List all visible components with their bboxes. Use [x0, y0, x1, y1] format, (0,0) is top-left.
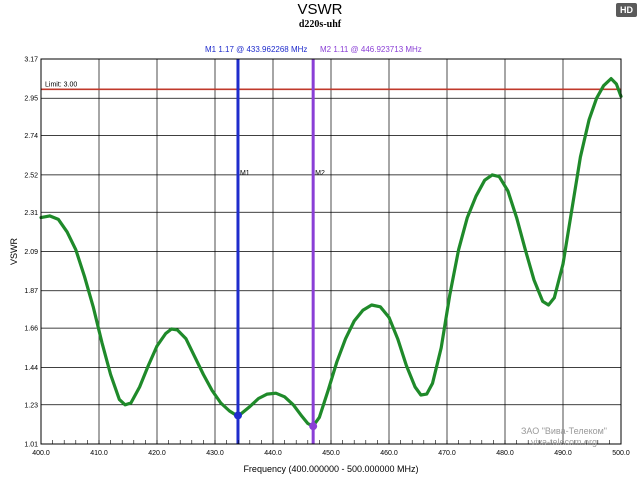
watermark: ЗАО "Вива-Телеком" viva-telecom.org	[504, 426, 624, 448]
x-tick-label: 440.0	[264, 450, 282, 457]
y-tick-label: 2.09	[24, 249, 38, 256]
watermark-company: ЗАО "Вива-Телеком"	[520, 426, 608, 436]
x-axis-label: Frequency (400.000000 - 500.000000 MHz)	[243, 464, 418, 474]
chart-subtitle: d220s-uhf	[298, 19, 342, 30]
limit-label: Limit: 3.00	[45, 81, 77, 88]
x-tick-label: 450.0	[322, 450, 340, 457]
tick-layer: 400.0 410.0 420.0 430.0 440.0 450.0 460.0 470.0…	[24, 57, 629, 458]
y-tick-label: 1.23	[24, 402, 38, 409]
y-axis-label: VSWR	[9, 237, 19, 265]
y-tick-label: 2.74	[24, 133, 38, 140]
vswr-series-line	[39, 77, 623, 428]
x-tick-label: 400.0	[32, 450, 50, 457]
y-tick-label: 2.31	[24, 210, 38, 217]
limit-layer: Limit: 3.00	[41, 81, 621, 91]
x-tick-label: 430.0	[206, 450, 224, 457]
x-tick-label: 490.0	[554, 450, 572, 457]
x-tick-label: 480.0	[496, 450, 514, 457]
x-tick-label: 500.0	[612, 450, 630, 457]
watermark-url: viva-telecom.org	[530, 437, 598, 447]
marker-label-m2: M2	[315, 170, 325, 177]
y-tick-label: 1.01	[24, 442, 38, 449]
marker-label-m1: M1	[240, 170, 250, 177]
x-tick-label: 410.0	[90, 450, 108, 457]
marker-layer: M1 M2	[233, 59, 325, 444]
marker-header-m1: M1 1.17 @ 433.962268 MHz	[205, 45, 307, 54]
chart-title: VSWR	[297, 1, 343, 18]
y-tick-label: 1.87	[24, 288, 38, 295]
x-tick-label: 470.0	[438, 450, 456, 457]
y-tick-label: 3.17	[24, 57, 38, 64]
x-tick-label: 460.0	[380, 450, 398, 457]
series-layer	[39, 77, 623, 428]
marker-header-m2: M2 1.11 @ 446.923713 MHz	[320, 45, 422, 54]
y-tick-label: 1.44	[24, 365, 38, 372]
y-tick-label: 1.66	[24, 326, 38, 333]
y-tick-label: 2.52	[24, 172, 38, 179]
y-tick-label: 2.95	[24, 96, 38, 103]
hd-badge: HD	[616, 3, 637, 17]
marker-point-m1[interactable]	[233, 411, 242, 420]
marker-point-m2[interactable]	[309, 422, 318, 431]
x-tick-label: 420.0	[148, 450, 166, 457]
plot-frame	[40, 58, 622, 445]
marker-header-layer: M1 1.17 @ 433.962268 MHz M2 1.11 @ 446.92…	[205, 45, 422, 54]
